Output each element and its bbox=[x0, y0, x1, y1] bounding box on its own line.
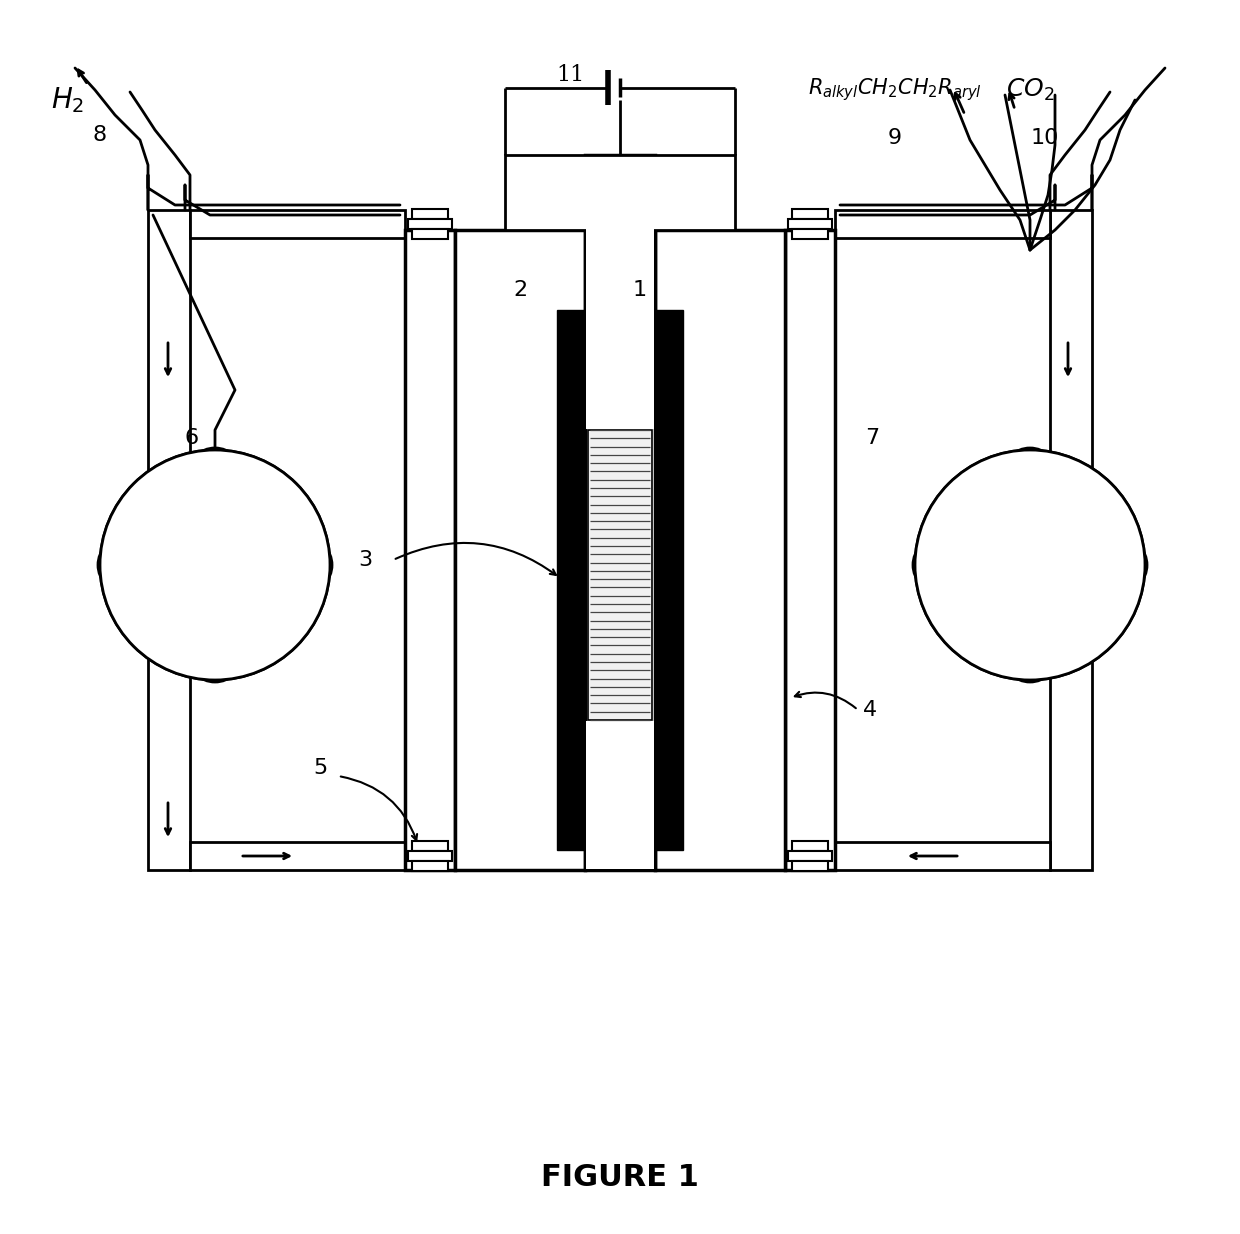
Bar bbox=[655, 310, 683, 850]
Text: MOH: MOH bbox=[181, 538, 248, 561]
Bar bbox=[835, 842, 1050, 870]
Bar bbox=[785, 230, 835, 870]
Circle shape bbox=[913, 537, 968, 594]
Circle shape bbox=[187, 626, 243, 682]
Bar bbox=[588, 429, 652, 719]
Text: 7: 7 bbox=[866, 428, 879, 448]
Circle shape bbox=[100, 450, 330, 680]
Text: 8: 8 bbox=[93, 125, 107, 146]
Bar bbox=[792, 861, 828, 870]
Circle shape bbox=[187, 448, 243, 503]
Bar bbox=[792, 230, 828, 238]
Text: 10: 10 bbox=[1030, 128, 1059, 148]
Bar bbox=[408, 851, 453, 860]
Bar bbox=[1050, 210, 1092, 870]
Bar bbox=[585, 155, 655, 870]
Circle shape bbox=[100, 450, 330, 680]
Circle shape bbox=[277, 537, 332, 594]
Bar bbox=[655, 230, 785, 870]
Text: $CO_2$: $CO_2$ bbox=[1006, 77, 1054, 104]
Circle shape bbox=[915, 450, 1145, 680]
Text: 4: 4 bbox=[863, 700, 877, 719]
Circle shape bbox=[915, 450, 1145, 680]
Bar bbox=[787, 218, 832, 228]
Bar bbox=[557, 310, 585, 850]
Text: 6: 6 bbox=[185, 428, 200, 448]
Text: $R_{alkyl}CH_2CH_2R_{aryl}$: $R_{alkyl}CH_2CH_2R_{aryl}$ bbox=[808, 77, 982, 104]
Bar bbox=[412, 842, 448, 850]
Bar bbox=[412, 209, 448, 218]
Bar bbox=[190, 210, 405, 238]
Circle shape bbox=[1002, 448, 1058, 503]
Text: 2: 2 bbox=[513, 280, 527, 300]
Bar bbox=[587, 721, 653, 869]
Bar bbox=[405, 230, 455, 870]
Text: $H_2$: $H_2$ bbox=[51, 85, 84, 115]
Circle shape bbox=[1002, 626, 1058, 682]
Bar bbox=[455, 230, 585, 870]
Text: 11: 11 bbox=[556, 64, 584, 86]
Bar bbox=[587, 157, 653, 429]
Bar bbox=[787, 851, 832, 860]
Text: 5: 5 bbox=[312, 758, 327, 777]
Bar bbox=[792, 842, 828, 850]
Text: 1: 1 bbox=[632, 280, 647, 300]
Text: FIGURE 1: FIGURE 1 bbox=[541, 1164, 699, 1192]
Text: 3: 3 bbox=[358, 550, 372, 570]
Bar bbox=[190, 842, 405, 870]
Bar bbox=[412, 861, 448, 870]
Bar bbox=[408, 218, 453, 228]
Text: 9: 9 bbox=[888, 128, 901, 148]
Bar bbox=[792, 209, 828, 218]
Text: MOCH: MOCH bbox=[172, 575, 258, 598]
Bar bbox=[148, 210, 190, 870]
Text: $RCO_2M$: $RCO_2M$ bbox=[986, 552, 1075, 578]
Bar bbox=[412, 230, 448, 238]
Circle shape bbox=[98, 537, 154, 594]
Circle shape bbox=[1091, 537, 1147, 594]
Bar bbox=[505, 155, 735, 230]
Bar bbox=[835, 210, 1050, 238]
